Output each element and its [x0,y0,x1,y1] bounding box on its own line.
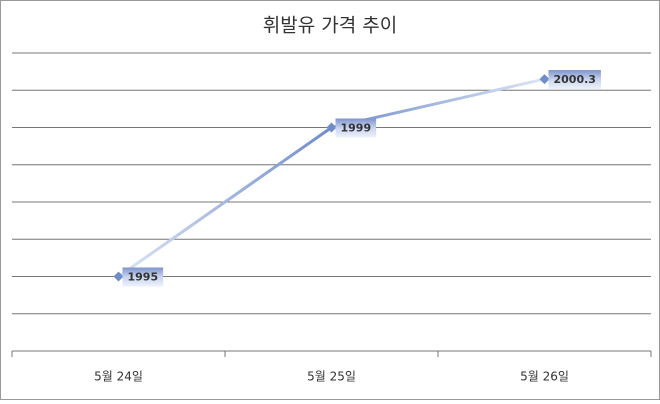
data-label-box [335,118,377,138]
x-tick-label: 5월 25일 [307,370,356,384]
marker [326,122,337,133]
marker [113,271,124,282]
marker [539,74,550,85]
data-label-box [548,70,601,90]
data-label: 1999 [341,122,372,135]
data-label-box [122,267,164,287]
data-label: 2000.3 [554,73,596,86]
x-tick-label: 5월 26일 [520,370,569,384]
x-tick-label: 5월 24일 [94,370,143,384]
data-label: 1995 [128,271,159,284]
chart-title: 휘발유 가격 추이 [263,15,397,37]
